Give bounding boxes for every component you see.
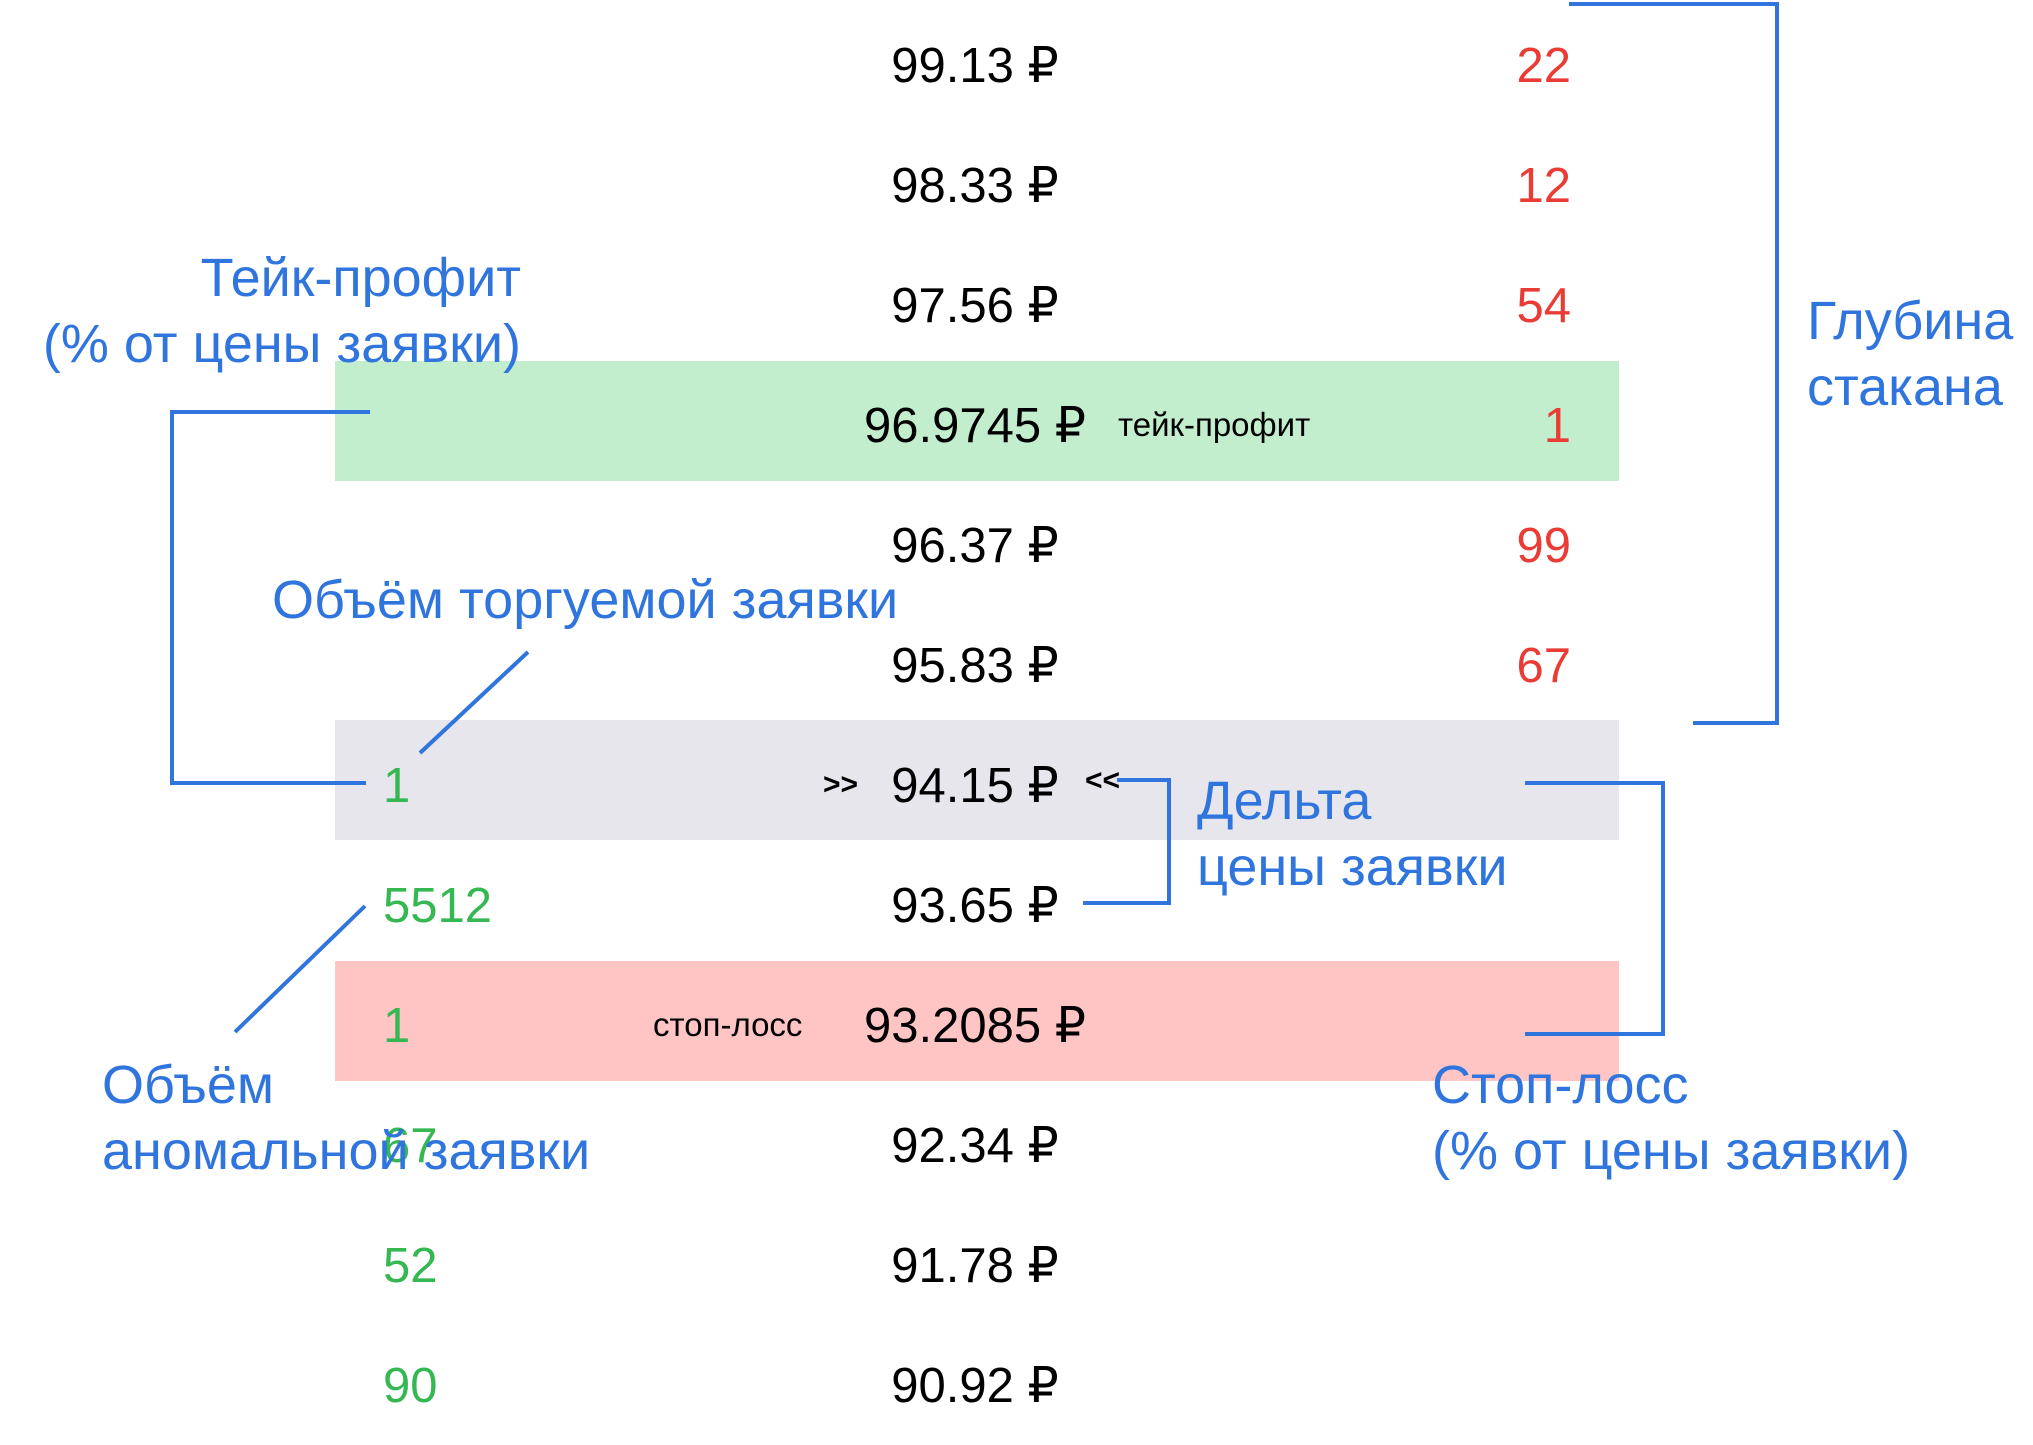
order-book-depth-annotation-line2: стакана: [1807, 357, 2003, 417]
price-level: 93.65 ₽: [891, 879, 1059, 933]
take-profit-annotation-line2: (% от цены заявки): [42, 314, 521, 374]
current-price: 94.15 ₽: [891, 759, 1059, 813]
order-book-depth-annotation: Глубина стакана: [1807, 288, 2013, 420]
stop-loss-tag: стоп-лосс: [653, 1006, 803, 1043]
bid-volume: 5512: [383, 879, 493, 933]
take-profit-annotation: Тейк-профит (% от цены заявки): [43, 245, 521, 377]
order-volume-annotation-line1: Объём торгуемой заявки: [272, 570, 899, 630]
current-price-marker-right: <<: [1085, 764, 1121, 797]
stop-loss-annotation-line1: Стоп-лосс: [1432, 1055, 1689, 1115]
bid-volume: 1: [383, 759, 411, 813]
ask-volume: 54: [1516, 279, 1571, 333]
take-profit-tag: тейк-профит: [1118, 406, 1311, 443]
price-level: 97.56 ₽: [891, 279, 1059, 333]
stop-loss-price: 93.2085 ₽: [864, 999, 1086, 1053]
take-profit-annotation-line1: Тейк-профит: [200, 248, 521, 308]
price-level: 92.34 ₽: [891, 1119, 1059, 1173]
anomalous-volume-annotation-line2: аномальной заявки: [102, 1121, 591, 1181]
price-level: 90.92 ₽: [891, 1359, 1059, 1413]
price-delta-annotation: Дельта цены заявки: [1197, 768, 1508, 900]
order-book-depth-annotation-line1: Глубина: [1807, 291, 2014, 351]
stop-loss-row-highlight: [335, 961, 1619, 1081]
price-level: 98.33 ₽: [891, 159, 1059, 213]
current-price-row-highlight: [335, 720, 1619, 840]
order-volume-annotation: Объём торгуемой заявки: [272, 567, 898, 633]
current-price-marker-left: >>: [823, 768, 859, 801]
bid-volume: 52: [383, 1239, 438, 1293]
take-profit-row-highlight: [335, 361, 1619, 481]
bid-volume: 90: [383, 1359, 438, 1413]
ask-volume: 67: [1516, 639, 1571, 693]
anomalous-volume-annotation: Объём аномальной заявки: [102, 1052, 590, 1184]
price-level: 91.78 ₽: [891, 1239, 1059, 1293]
anomalous-volume-annotation-line1: Объём: [102, 1055, 275, 1115]
ask-volume: 99: [1516, 519, 1571, 573]
price-delta-annotation-line1: Дельта: [1197, 771, 1372, 831]
price-delta-annotation-line2: цены заявки: [1197, 837, 1508, 897]
bid-volume: 1: [383, 999, 411, 1053]
price-level: 95.83 ₽: [891, 639, 1059, 693]
ask-volume: 1: [1543, 399, 1571, 453]
ask-volume: 12: [1516, 159, 1571, 213]
take-profit-price: 96.9745 ₽: [864, 399, 1086, 453]
ask-volume: 22: [1516, 39, 1571, 93]
stop-loss-annotation: Стоп-лосс (% от цены заявки): [1432, 1052, 1910, 1184]
price-level: 99.13 ₽: [891, 39, 1059, 93]
stop-loss-annotation-line2: (% от цены заявки): [1432, 1121, 1911, 1181]
bid-volume: 67: [383, 1119, 438, 1173]
price-level: 96.37 ₽: [891, 519, 1059, 573]
